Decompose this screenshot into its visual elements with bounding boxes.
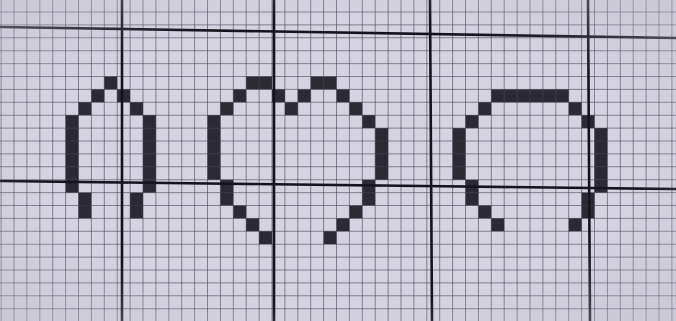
paper-vignette (0, 0, 676, 321)
graph-paper-photo (0, 0, 676, 321)
graph-paper-grid (0, 0, 676, 321)
